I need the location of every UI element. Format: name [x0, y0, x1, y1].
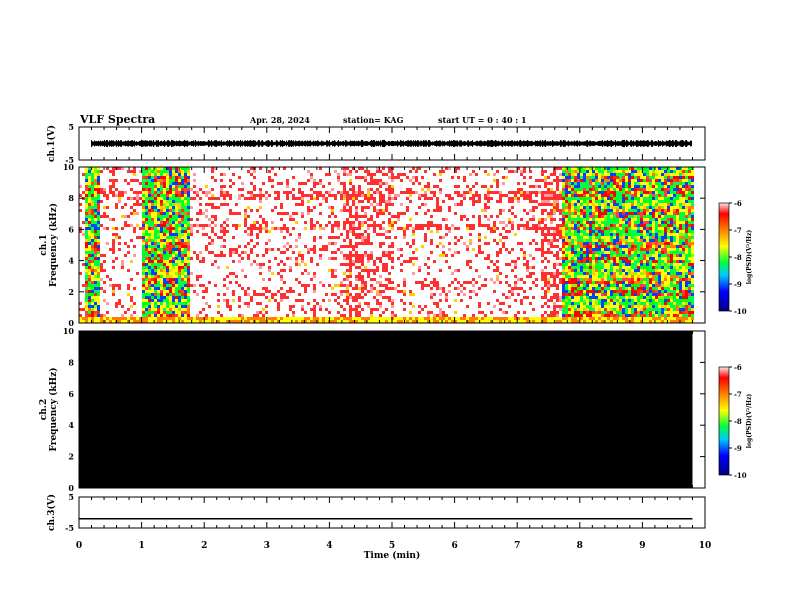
y-tick-label: 2	[68, 287, 74, 297]
colorbar-label: log(PSD)(V²/Hz)	[746, 394, 753, 449]
colorbars: -6 -7 -8 -9 -10 log(PSD)(V²/Hz) -6 -7 -8 -9 -10 log…	[718, 199, 753, 480]
colorbar-tick-label: -8	[734, 253, 742, 262]
ch1-spectrogram	[79, 167, 694, 323]
colorbar-tick-label: -9	[734, 444, 742, 453]
y-tick-label: 5	[68, 492, 74, 502]
waveform-lines	[79, 139, 693, 520]
y-tick-label: 2	[68, 452, 74, 462]
x-tick-label: 7	[514, 541, 520, 551]
colorbar	[718, 366, 730, 476]
y-axis-label: Frequency (kHz)	[48, 367, 59, 451]
y-tick-label: 4	[68, 256, 74, 266]
y-tick-label: 8	[68, 357, 74, 367]
y-tick-label: -5	[65, 523, 74, 533]
y-axis-label: Frequency (kHz)	[48, 203, 59, 287]
chart-title: VLF Spectra	[80, 113, 156, 126]
colorbar-tick-label: -6	[734, 363, 742, 372]
y-tick-label: 8	[68, 193, 74, 203]
x-tick-label: 9	[639, 541, 645, 551]
colorbar-tick-label: -10	[734, 307, 747, 316]
x-tick-label: 10	[699, 541, 712, 551]
x-tick-label: 5	[389, 541, 395, 551]
y-tick-label: 0	[68, 318, 74, 328]
x-axis-label: Time (min)	[364, 550, 421, 561]
colorbar-tick-label: -9	[734, 280, 742, 289]
colorbar-tick-label: -6	[734, 199, 742, 208]
y-tick-label: 4	[68, 420, 74, 430]
date-label: Apr. 28, 2024	[250, 115, 310, 125]
x-tick-label: 8	[577, 541, 583, 551]
colorbar-label: log(PSD)(V²/Hz)	[746, 230, 753, 285]
x-tick-label: 6	[451, 541, 457, 551]
x-tick-label: 2	[201, 541, 207, 551]
y-tick-label: 6	[68, 224, 74, 234]
y-axis-channel-label: ch.1	[39, 234, 49, 255]
y-axis-label: ch.3(V)	[46, 494, 57, 531]
colorbar	[718, 202, 730, 312]
station-label: station= KAG	[343, 115, 404, 125]
y-tick-label: 6	[68, 389, 74, 399]
y-tick-label: 10	[63, 326, 75, 336]
ch2-spectrogram-fill	[79, 331, 693, 488]
colorbar-tick-label: -7	[734, 390, 742, 399]
ch1-waveform-line	[91, 139, 693, 148]
y-tick-label: -5	[65, 155, 74, 165]
x-tick-label: 1	[138, 541, 144, 551]
colorbar-tick-label: -7	[734, 226, 742, 235]
y-tick-label: 0	[68, 483, 74, 493]
x-tick-label: 3	[264, 541, 270, 551]
x-tick-label: 4	[326, 541, 332, 551]
x-tick-label: 0	[76, 541, 82, 551]
colorbar-tick-label: -10	[734, 471, 747, 480]
y-axis-channel-label: ch.2	[39, 399, 49, 420]
y-tick-label: 10	[63, 162, 75, 172]
colorbar-tick-label: -8	[734, 417, 742, 426]
ch2-spectrogram	[79, 331, 693, 488]
y-tick-label: 5	[68, 122, 74, 132]
start-time-label: start UT = 0 : 40 : 1	[438, 115, 527, 125]
y-axis-label: ch.1(V)	[46, 125, 57, 162]
